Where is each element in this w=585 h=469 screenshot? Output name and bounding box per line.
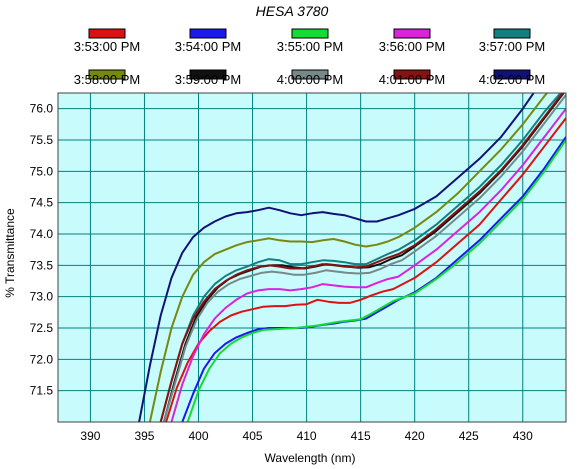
x-axis-label: Wavelength (nm) [265, 451, 356, 465]
legend-item: 4:02:00 PM [479, 69, 546, 87]
legend-swatch [291, 69, 329, 80]
legend-label: 3:59:00 PM [175, 72, 242, 87]
x-tick-label: 410 [297, 429, 317, 443]
legend-swatch [493, 69, 531, 80]
series-line [162, 94, 566, 422]
x-tick-label: 400 [188, 429, 208, 443]
series-line [165, 117, 566, 422]
legend-swatch [189, 69, 227, 80]
series-line [159, 93, 562, 422]
y-tick-label: 74.0 [30, 227, 54, 241]
legend-label: 4:02:00 PM [479, 72, 546, 87]
y-tick-label: 73.5 [30, 258, 54, 272]
x-tick-label: 405 [243, 429, 263, 443]
x-tick-label: 395 [134, 429, 154, 443]
y-tick-label: 72.0 [30, 352, 54, 366]
legend-swatch [493, 28, 531, 39]
plot-frame [57, 92, 567, 423]
legend-item: 3:53:00 PM [74, 28, 141, 54]
legend-item: 3:59:00 PM [175, 69, 242, 87]
legend-label: 3:54:00 PM [175, 39, 242, 54]
chart-title: HESA 3780 [256, 3, 329, 19]
x-tick-label: 420 [405, 429, 425, 443]
legend-label: 3:53:00 PM [74, 39, 141, 54]
series-line [170, 108, 566, 422]
legend-swatch [393, 69, 431, 80]
legend-swatch [88, 28, 126, 39]
x-tick-label: 415 [351, 429, 371, 443]
y-tick-label: 75.5 [30, 133, 54, 147]
legend: 3:53:00 PM 3:54:00 PM 3:55:00 PM 3:56:00 PM… [74, 28, 546, 87]
legend-label: 3:58:00 PM [74, 72, 141, 87]
series-lines [138, 93, 566, 422]
legend-swatch [291, 28, 329, 39]
plot-area [58, 93, 566, 422]
x-tick-label: 390 [80, 429, 100, 443]
series-line [138, 93, 535, 422]
legend-item: 3:55:00 PM [277, 28, 344, 54]
legend-item: 4:01:00 PM [379, 69, 446, 87]
legend-swatch [393, 28, 431, 39]
legend-label: 4:00:00 PM [277, 72, 344, 87]
series-line [186, 139, 566, 422]
y-tick-label: 72.5 [30, 321, 54, 335]
y-tick-label: 76.0 [30, 102, 54, 116]
y-axis-label: % Transmittance [3, 208, 17, 298]
legend-item: 3:56:00 PM [379, 28, 446, 54]
y-axis: 71.5 72.0 72.5 73.0 73.5 74.0 74.5 75.0 75.5 76.0 [30, 102, 54, 398]
legend-label: 3:56:00 PM [379, 39, 446, 54]
x-tick-label: 425 [459, 429, 479, 443]
x-tick-label: 430 [513, 429, 533, 443]
x-axis: 390 395 400 405 410 415 420 425 430 [80, 429, 533, 443]
legend-label: 4:01:00 PM [379, 72, 446, 87]
legend-label: 3:57:00 PM [479, 39, 546, 54]
y-tick-label: 74.5 [30, 196, 54, 210]
series-line [159, 93, 564, 422]
legend-swatch [189, 28, 227, 39]
legend-swatch [88, 69, 126, 80]
y-tick-label: 71.5 [30, 384, 54, 398]
legend-item: 3:57:00 PM [479, 28, 546, 54]
legend-item: 3:54:00 PM [175, 28, 242, 54]
legend-item: 3:58:00 PM [74, 69, 141, 87]
series-line [148, 93, 549, 422]
legend-label: 3:55:00 PM [277, 39, 344, 54]
legend-item: 4:00:00 PM [277, 69, 344, 87]
y-tick-label: 73.0 [30, 290, 54, 304]
y-tick-label: 75.0 [30, 164, 54, 178]
grid [58, 93, 566, 422]
